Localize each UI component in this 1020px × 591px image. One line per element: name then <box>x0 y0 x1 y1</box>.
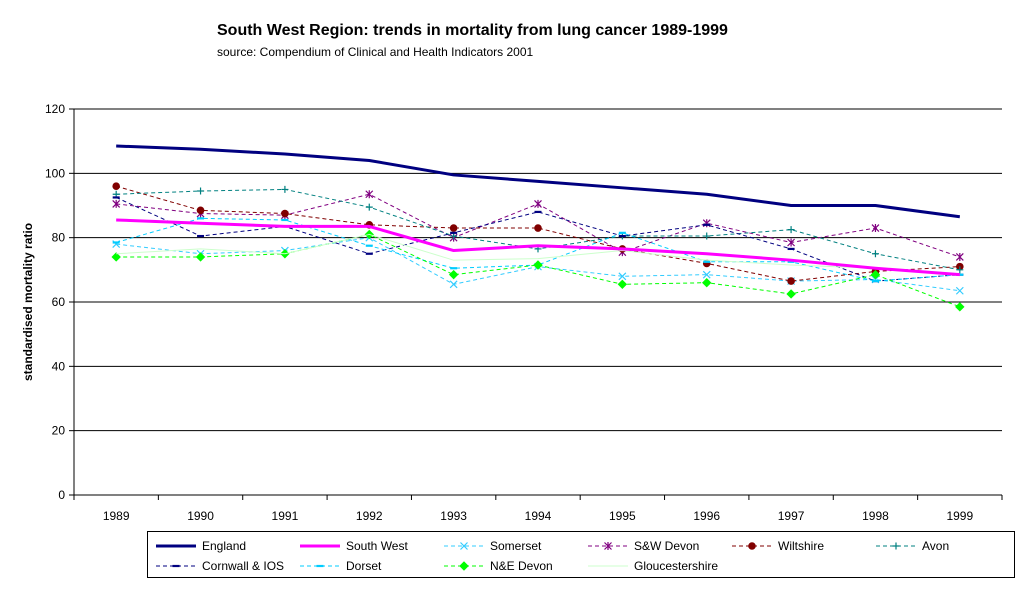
data-point <box>196 206 205 215</box>
data-point <box>955 302 965 312</box>
x-tick-label: 1995 <box>609 509 636 523</box>
data-point <box>365 203 373 211</box>
chart-subtitle: source: Compendium of Clinical and Healt… <box>217 45 534 59</box>
y-tick-labels: 0 20 40 60 80 100 120 <box>45 102 65 502</box>
x-tick-label: 1989 <box>103 509 130 523</box>
legend-swatch-marker <box>748 542 756 550</box>
series-dorset <box>112 217 964 283</box>
y-tick-label: 20 <box>52 424 66 438</box>
legend: England South West Somerset S&W Devon Wiltsh… <box>147 531 1015 578</box>
legend-swatch <box>156 564 196 568</box>
legend-swatch <box>588 565 628 567</box>
data-point <box>787 226 795 234</box>
legend-label: Somerset <box>490 539 542 553</box>
x-tick-label: 1999 <box>946 509 973 523</box>
x-tick-label: 1994 <box>525 509 552 523</box>
data-point <box>786 289 796 299</box>
legend-swatch-marker <box>892 542 900 550</box>
chart-title: South West Region: trends in mortality f… <box>217 22 728 39</box>
series-line-england <box>116 144 961 219</box>
data-point <box>871 224 880 233</box>
x-tick-labels: 1989 1990 1991 1992 1993 1994 1995 1996 1997 1998… <box>103 509 974 523</box>
series-n-e-devon <box>111 229 965 312</box>
data-point <box>197 187 205 195</box>
x-tick-label: 1998 <box>862 509 889 523</box>
series-south-west <box>116 218 960 277</box>
x-tick-label: 1993 <box>440 509 467 523</box>
y-tick-label: 80 <box>52 231 66 245</box>
legend-swatch <box>156 544 196 548</box>
legend-swatch <box>444 561 484 571</box>
data-point <box>448 269 459 280</box>
legend-swatch <box>732 542 772 550</box>
data-point <box>111 252 121 262</box>
x-tick-label: 1990 <box>187 509 214 523</box>
x-tick-label: 1992 <box>356 509 383 523</box>
data-point <box>112 182 120 190</box>
legend-swatch-marker <box>460 542 468 550</box>
data-point <box>956 266 964 274</box>
data-point <box>702 219 711 228</box>
data-point <box>449 224 458 232</box>
data-point <box>617 279 628 290</box>
series-line-gloucestershire <box>116 233 960 276</box>
legend-label: Wiltshire <box>778 539 825 553</box>
legend-label: South West <box>346 539 408 553</box>
x-tick-label: 1997 <box>778 509 805 523</box>
data-point <box>112 199 121 208</box>
data-point <box>365 190 374 199</box>
series-line-dorset <box>116 217 960 282</box>
data-point <box>955 252 964 261</box>
legend-label: England <box>202 539 247 553</box>
data-point <box>871 250 879 258</box>
data-point <box>533 260 543 270</box>
legend-label: S&W Devon <box>634 539 700 553</box>
data-point <box>281 209 289 218</box>
y-tick-label: 60 <box>52 295 66 309</box>
legend-swatch <box>588 542 628 550</box>
data-point <box>870 269 881 280</box>
legend-swatch-marker <box>459 561 469 571</box>
data-point <box>787 277 795 285</box>
legend-label: Dorset <box>346 559 382 573</box>
data-point <box>449 280 458 289</box>
data-point <box>534 224 542 232</box>
y-tick-label: 100 <box>45 166 65 180</box>
data-point <box>787 238 796 247</box>
data-point <box>281 185 289 193</box>
series-line-cornwall-ios <box>115 197 960 282</box>
data-series <box>111 144 965 312</box>
legend-label: N&E Devon <box>490 559 553 573</box>
legend-swatch-marker <box>604 542 612 550</box>
data-point <box>702 270 711 279</box>
x-tick-label: 1991 <box>272 509 299 523</box>
data-point <box>702 277 712 288</box>
y-tick-label: 120 <box>45 102 65 116</box>
data-point <box>703 232 711 240</box>
data-point <box>618 272 627 281</box>
series-line-south-west <box>116 218 960 277</box>
y-axis-label: standardised mortality ratio <box>21 223 35 381</box>
legend-swatch <box>876 542 916 550</box>
series-gloucestershire <box>116 233 960 276</box>
data-point <box>534 199 542 208</box>
legend-label: Cornwall & IOS <box>202 559 285 573</box>
legend-label: Gloucestershire <box>634 559 719 573</box>
legend-label: Avon <box>922 539 950 553</box>
data-point <box>195 252 206 262</box>
y-tick-label: 0 <box>58 488 65 502</box>
gridlines <box>74 108 1002 432</box>
legend-swatch <box>300 564 340 568</box>
legend-swatch <box>300 544 340 548</box>
legend-swatch <box>444 542 484 550</box>
data-point <box>955 286 964 295</box>
y-tick-label: 40 <box>52 359 66 373</box>
series-england <box>116 144 961 219</box>
axes <box>69 108 1003 500</box>
x-tick-label: 1996 <box>693 509 720 523</box>
series-line-n-e-devon <box>116 233 960 308</box>
